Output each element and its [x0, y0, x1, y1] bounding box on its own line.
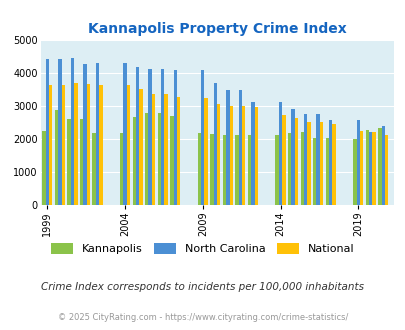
Bar [312, 138, 315, 205]
Bar [278, 102, 281, 205]
Bar [164, 94, 167, 205]
Bar [315, 114, 319, 205]
Bar [62, 85, 65, 205]
Bar [303, 114, 307, 205]
Bar [96, 63, 99, 205]
Bar [74, 83, 77, 205]
Bar [217, 104, 220, 205]
Bar [70, 58, 74, 205]
Bar [151, 94, 155, 205]
Bar [356, 120, 359, 205]
Bar [120, 133, 123, 205]
Title: Kannapolis Property Crime Index: Kannapolis Property Crime Index [87, 22, 346, 36]
Bar [319, 122, 322, 205]
Bar [247, 135, 251, 205]
Bar [275, 135, 278, 205]
Bar [359, 131, 362, 205]
Text: © 2025 CityRating.com - https://www.cityrating.com/crime-statistics/: © 2025 CityRating.com - https://www.city… [58, 313, 347, 322]
Bar [83, 64, 86, 205]
Bar [368, 132, 371, 205]
Bar [136, 67, 139, 205]
Bar [235, 135, 238, 205]
Bar [80, 119, 83, 205]
Bar [42, 131, 46, 205]
Bar [352, 139, 356, 205]
Bar [371, 132, 375, 205]
Bar [204, 98, 207, 205]
Bar [161, 69, 164, 205]
Bar [213, 83, 217, 205]
Bar [170, 115, 173, 205]
Bar [126, 85, 130, 205]
Bar [307, 122, 310, 205]
Bar [139, 89, 142, 205]
Bar [294, 118, 297, 205]
Bar [49, 85, 52, 205]
Bar [92, 133, 96, 205]
Bar [328, 120, 332, 205]
Bar [226, 90, 229, 205]
Bar [238, 90, 241, 205]
Bar [132, 117, 136, 205]
Bar [384, 135, 388, 205]
Bar [177, 97, 180, 205]
Bar [86, 84, 90, 205]
Legend: Kannapolis, North Carolina, National: Kannapolis, North Carolina, National [47, 238, 358, 258]
Bar [229, 106, 232, 205]
Bar [157, 113, 161, 205]
Bar [148, 69, 151, 205]
Bar [332, 124, 335, 205]
Bar [145, 113, 148, 205]
Bar [46, 59, 49, 205]
Bar [381, 126, 384, 205]
Bar [99, 85, 102, 205]
Bar [197, 133, 200, 205]
Bar [241, 106, 245, 205]
Text: Crime Index corresponds to incidents per 100,000 inhabitants: Crime Index corresponds to incidents per… [41, 282, 364, 292]
Bar [173, 70, 177, 205]
Bar [251, 102, 254, 205]
Bar [254, 107, 257, 205]
Bar [67, 119, 70, 205]
Bar [123, 63, 126, 205]
Bar [210, 134, 213, 205]
Bar [300, 132, 303, 205]
Bar [291, 109, 294, 205]
Bar [287, 133, 291, 205]
Bar [365, 130, 368, 205]
Bar [55, 110, 58, 205]
Bar [58, 59, 62, 205]
Bar [222, 135, 226, 205]
Bar [281, 115, 285, 205]
Bar [325, 138, 328, 205]
Bar [200, 70, 204, 205]
Bar [377, 128, 381, 205]
